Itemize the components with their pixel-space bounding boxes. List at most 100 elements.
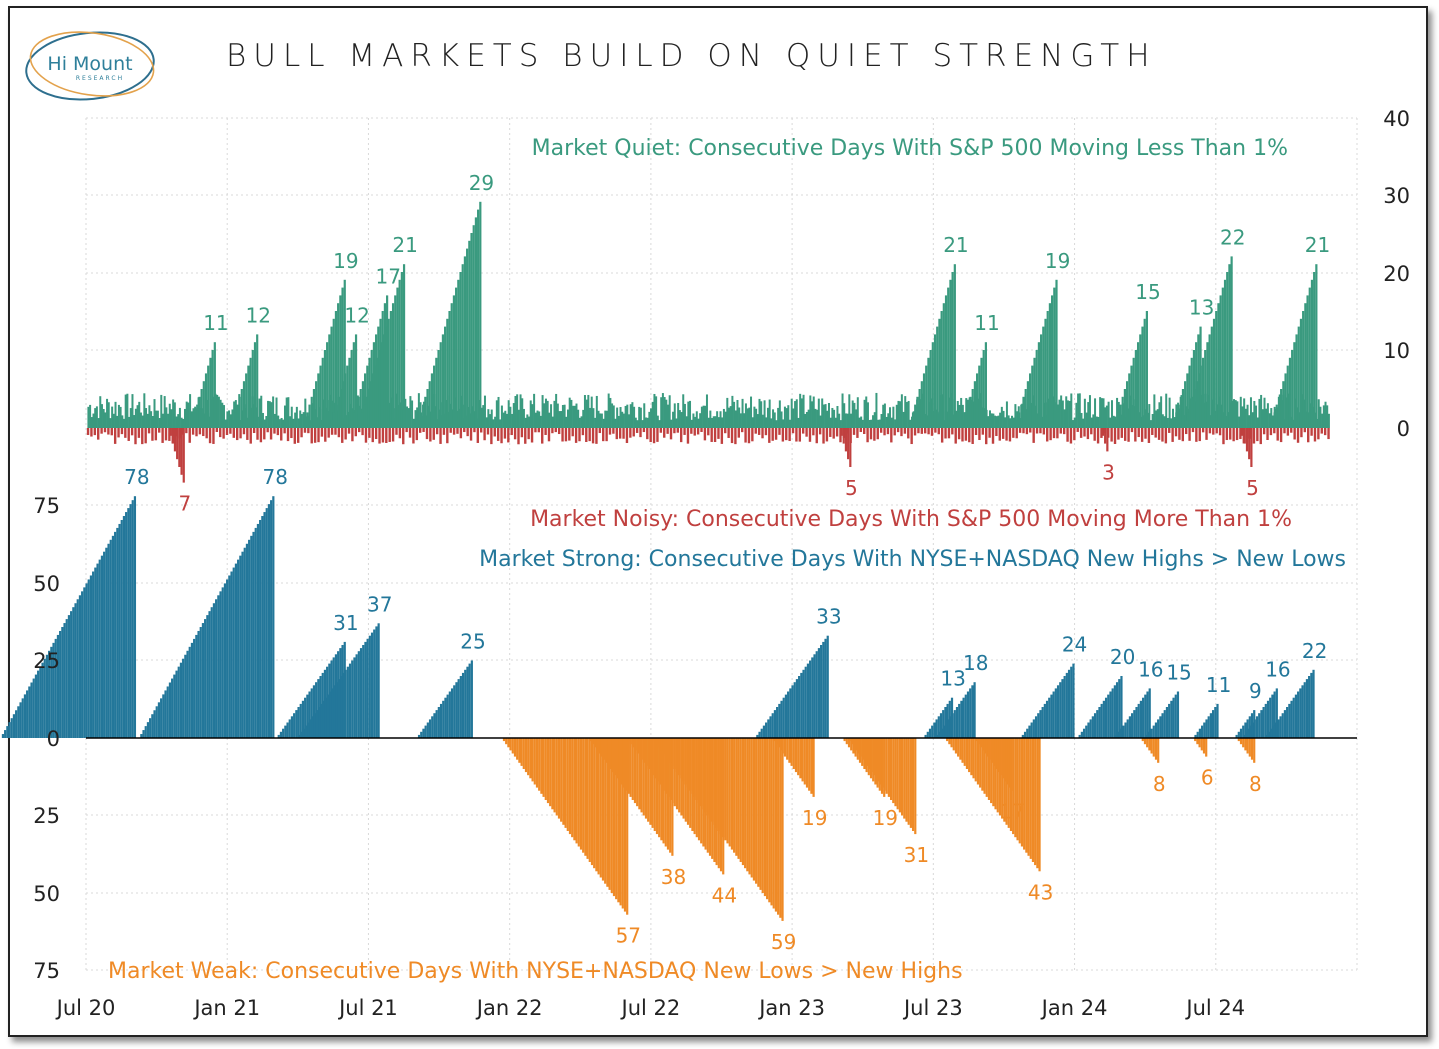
quiet-bar <box>517 409 520 428</box>
quiet-bar <box>90 417 93 428</box>
quiet-bar <box>1177 404 1180 428</box>
quiet-bar <box>1149 420 1152 428</box>
strong-peak-label: 18 <box>963 651 988 675</box>
noisy-bar <box>296 428 300 443</box>
noisy-bar <box>832 428 835 439</box>
weak-bar <box>704 738 707 813</box>
weak-bar <box>675 738 679 810</box>
strong-bar <box>309 719 312 738</box>
quiet-bar <box>700 406 703 428</box>
strong-bar <box>973 682 976 738</box>
strong-bar <box>1194 734 1197 738</box>
noisy-bar <box>1273 428 1276 434</box>
noisy-bar <box>395 428 398 435</box>
noisy-bar <box>847 428 850 460</box>
noisy-bar <box>493 428 496 437</box>
strong-bar <box>155 706 158 738</box>
noisy-bar <box>1066 428 1069 442</box>
weak-bar <box>634 738 637 751</box>
strong-bar <box>953 710 956 738</box>
quiet-bar <box>507 400 510 428</box>
strong-bar <box>1161 713 1164 738</box>
quiet-bar <box>1188 404 1191 428</box>
weak-bar <box>609 738 612 769</box>
quiet-bar <box>868 419 871 428</box>
noisy-bar <box>1245 428 1249 452</box>
strong-bar <box>802 669 805 738</box>
quiet-bar <box>404 398 407 428</box>
quiet-bar <box>365 396 368 428</box>
quiet-bar <box>304 420 307 428</box>
weak-bar <box>1157 738 1160 763</box>
quiet-bar <box>895 404 898 428</box>
strong-bar <box>966 691 970 738</box>
strong-bar <box>1277 719 1280 738</box>
noisy-bar <box>191 428 195 435</box>
strong-bar <box>1115 734 1118 738</box>
quiet-bar <box>1044 318 1047 428</box>
quiet-bar <box>285 397 288 428</box>
quiet-bar <box>234 412 237 428</box>
strong-bar <box>1264 703 1267 738</box>
quiet-bar <box>354 334 358 428</box>
weak-bar <box>1205 738 1208 757</box>
noisy-bar <box>1052 428 1056 439</box>
strong-bar <box>450 688 454 738</box>
quiet-bar <box>1317 399 1320 428</box>
quiet-bar <box>323 350 327 428</box>
quiet-bar <box>226 411 229 428</box>
quiet-bar <box>1212 318 1216 428</box>
strong-bar <box>1279 716 1282 738</box>
strong-bar <box>17 706 20 738</box>
noisy-bar <box>1134 428 1137 442</box>
quiet-bar <box>1002 410 1005 428</box>
quiet-bar <box>971 389 974 428</box>
strong-bar <box>926 731 929 738</box>
noisy-bar <box>219 428 222 438</box>
noisy-bar <box>1147 428 1151 443</box>
quiet-bar <box>929 350 932 428</box>
noisy-bar <box>151 428 154 441</box>
noisy-bar <box>1195 428 1198 442</box>
noisy-bar <box>1178 428 1181 440</box>
weak-bar <box>660 738 663 751</box>
strong-bar <box>433 713 436 738</box>
strong-bar <box>335 682 338 738</box>
quiet-bar <box>1275 404 1278 428</box>
strong-bar <box>1113 685 1116 738</box>
quiet-bar <box>187 402 190 428</box>
quiet-bar <box>792 408 795 428</box>
weak-series-label: Market Weak: Consecutive Days With NYSE+… <box>108 959 963 984</box>
strong-bar <box>1120 728 1123 738</box>
quiet-bar <box>695 411 698 428</box>
quiet-bar <box>1070 393 1073 428</box>
noisy-bar <box>496 428 500 441</box>
strong-bar <box>1253 719 1256 738</box>
quiet-bar <box>782 419 785 428</box>
noisy-bar <box>1093 428 1096 441</box>
quiet-series-label: Market Quiet: Consecutive Days With S&P … <box>532 136 1288 161</box>
quiet-bar <box>1130 365 1133 428</box>
weak-bar <box>1009 738 1013 831</box>
noisy-bar <box>886 428 890 435</box>
noisy-bar <box>1300 428 1303 438</box>
noisy-bar <box>476 428 480 443</box>
quiet-bar <box>997 415 1000 428</box>
quiet-bar <box>499 419 502 428</box>
quiet-bar <box>1095 416 1098 428</box>
quiet-bar <box>374 365 377 428</box>
quiet-bar <box>363 404 366 428</box>
quiet-bar <box>106 398 109 428</box>
strong-bar <box>762 725 766 738</box>
noisy-bar <box>415 428 419 441</box>
weak-bar <box>553 738 556 813</box>
noisy-bar <box>182 428 185 483</box>
noisy-bar <box>117 428 120 438</box>
quiet-bar <box>882 404 885 428</box>
strong-bar <box>12 714 16 738</box>
noisy-bar <box>405 428 408 433</box>
strong-bar <box>34 674 38 738</box>
x-tick-label: Jul 22 <box>620 996 681 1020</box>
quiet-bar <box>116 415 119 428</box>
weak-bar <box>645 738 648 766</box>
